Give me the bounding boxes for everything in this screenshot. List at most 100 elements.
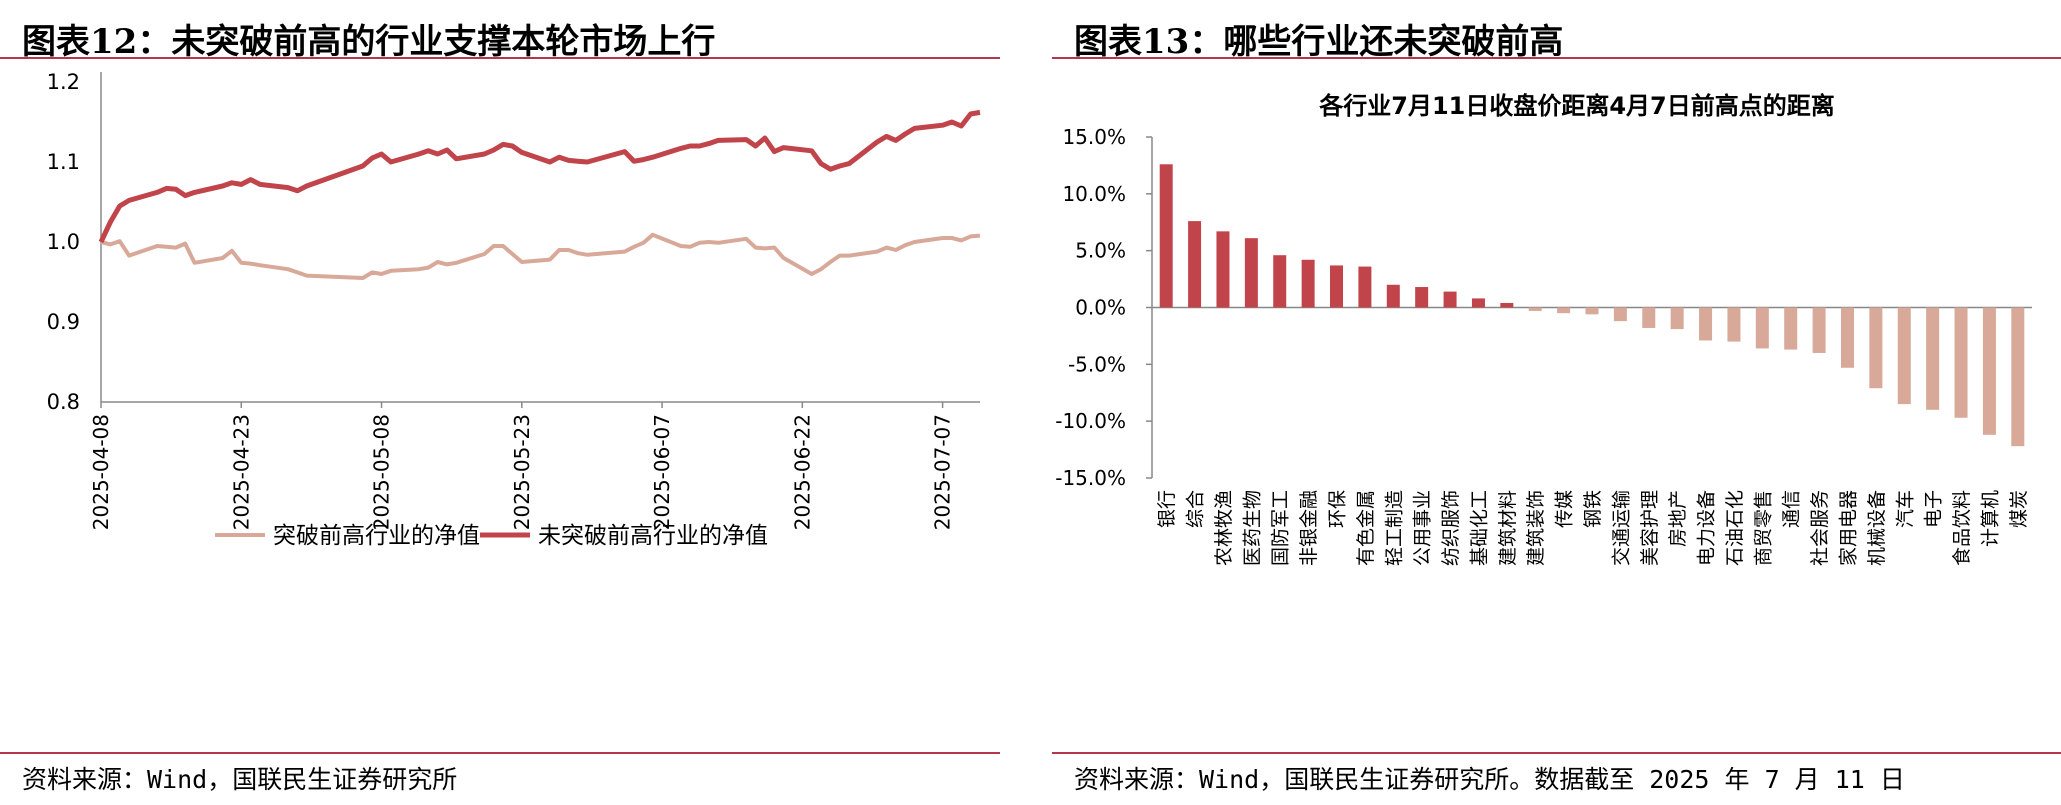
bar-建筑装饰 [1528, 307, 1542, 311]
bar-房地产 [1670, 307, 1684, 330]
bar-建筑材料 [1500, 302, 1514, 308]
series-line-breakout [100, 232, 981, 280]
category-label: 纺织服饰 [1440, 490, 1462, 566]
bar-农林牧渔 [1216, 231, 1230, 308]
series-lines [98, 109, 981, 280]
y-tick-label: 5.0% [1075, 239, 1126, 263]
axes [100, 72, 980, 408]
x-tick-label: 2025-04-23 [229, 414, 253, 530]
bars [1159, 164, 2025, 447]
bar-家用电器 [1840, 307, 1854, 368]
top-rule [0, 57, 1000, 59]
line-chart: 0.80.91.01.11.2 2025-04-08 2025-04-23 2025… [47, 70, 981, 549]
category-label: 钢铁 [1582, 490, 1604, 528]
x-tick-labels: 2025-04-08 2025-04-23 2025-05-08 2025-05-23… [89, 414, 955, 530]
category-label: 农林牧渔 [1213, 490, 1235, 566]
bar-chart-title: 各行业7月11日收盘价距离4月7日前高点的距离 [1318, 92, 1835, 120]
bar-非银金融 [1301, 259, 1315, 308]
legend-label: 未突破前高行业的净值 [538, 523, 768, 549]
category-label: 石油石化 [1724, 490, 1746, 566]
y-tick-label: 1.2 [47, 70, 80, 94]
category-label: 医药生物 [1241, 490, 1263, 566]
category-labels: 银行 综合 农林牧渔 医药生物 国防军工 非银金融 环保 有色金属 轻工制造 公用事业 纺织服饰 基础… [1156, 490, 2030, 566]
figure-12-source: 资料来源：Wind，国联民生证券研究所 [22, 765, 458, 794]
category-label: 综合 [1185, 490, 1207, 528]
category-label: 电子 [1923, 490, 1945, 528]
category-label: 通信 [1781, 490, 1803, 528]
category-label: 煤炭 [2008, 490, 2030, 528]
bar-医药生物 [1244, 238, 1258, 308]
top-rule [1052, 57, 2061, 59]
category-label: 轻工制造 [1383, 490, 1405, 566]
bar-纺织服饰 [1443, 291, 1457, 308]
category-label: 基础化工 [1468, 490, 1490, 566]
category-label: 有色金属 [1355, 490, 1377, 566]
bottom-rule [0, 752, 1000, 754]
category-label: 食品饮料 [1951, 490, 1973, 566]
bar-综合 [1188, 221, 1202, 308]
bar-商贸零售 [1755, 307, 1769, 349]
category-label: 传媒 [1554, 490, 1576, 528]
category-label: 公用事业 [1412, 490, 1434, 566]
bar-交通运输 [1613, 307, 1627, 322]
figure-13-title: 图表13：哪些行业还未突破前高 [1074, 22, 1564, 62]
category-label: 汽车 [1894, 490, 1916, 528]
category-label: 建筑材料 [1497, 490, 1519, 566]
bar-钢铁 [1585, 307, 1599, 315]
bar-社会服务 [1812, 307, 1826, 353]
bar-电子 [1926, 307, 1940, 410]
y-tick-label: 10.0% [1062, 182, 1126, 206]
bottom-rule [1052, 752, 2061, 754]
left-figure-panel: 图表12：未突破前高的行业支撑本轮市场上行 0.8 0.9 1.0 1.1 1.2 20… [0, 0, 1000, 805]
category-label: 家用电器 [1837, 490, 1859, 566]
category-label: 交通运输 [1610, 490, 1632, 566]
y-tick-label: 15.0% [1062, 125, 1126, 149]
bar-有色金属 [1358, 266, 1372, 308]
bar-国防军工 [1273, 255, 1287, 308]
bar-银行 [1159, 164, 1173, 308]
category-label: 机械设备 [1866, 490, 1888, 566]
category-label: 环保 [1327, 490, 1349, 528]
bar-公用事业 [1415, 287, 1429, 308]
bar-传媒 [1557, 307, 1571, 314]
x-tick-label: 2025-04-08 [89, 414, 113, 530]
y-tick-labels: 0.8 0.9 1.0 1.1 1.2 [47, 70, 80, 414]
category-label: 建筑装饰 [1525, 490, 1547, 566]
category-label: 国防军工 [1270, 490, 1292, 566]
y-tick-label: 1.0 [47, 230, 80, 254]
bar-chart: 各行业7月11日收盘价距离4月7日前高点的距离 15.0% 10.0% 5.0% 0.… [1055, 92, 2032, 566]
category-label: 商贸零售 [1752, 490, 1774, 566]
y-tick-label: 1.1 [47, 150, 80, 174]
bar-计算机 [1982, 307, 1996, 435]
y-tick-label: 0.0% [1075, 296, 1126, 320]
y-tick-label: 0.8 [47, 390, 80, 414]
bar-轻工制造 [1386, 284, 1400, 308]
bar-通信 [1784, 307, 1798, 350]
category-label: 美容护理 [1639, 490, 1661, 566]
y-tick-label: -15.0% [1055, 466, 1126, 490]
right-figure-panel: 图表13：哪些行业还未突破前高 各行业7月11日收盘价距离4月7日前高点的距离 … [1052, 0, 2061, 805]
bar-汽车 [1897, 307, 1911, 405]
figure-13-source: 资料来源：Wind，国联民生证券研究所。数据截至 2025 年 7 月 11 日 [1074, 765, 1905, 794]
bar-石油石化 [1727, 307, 1741, 342]
category-label: 社会服务 [1809, 490, 1831, 566]
legend: 突破前高行业的净值 未突破前高行业的净值 [215, 523, 768, 549]
y-tick-label: -10.0% [1055, 409, 1126, 433]
category-label: 非银金融 [1298, 490, 1320, 566]
x-tick-label: 2025-05-23 [510, 414, 534, 530]
bar-环保 [1330, 265, 1344, 308]
category-label: 银行 [1156, 490, 1178, 528]
x-tick-label: 2025-07-07 [931, 414, 955, 530]
bar-电力设备 [1699, 307, 1713, 341]
legend-label: 突破前高行业的净值 [273, 523, 480, 549]
x-tick-label: 2025-06-07 [650, 414, 674, 530]
y-tick-labels: 15.0% 10.0% 5.0% 0.0% -5.0% -10.0% -15.0% [1055, 125, 1126, 490]
series-line-non-breakout [98, 109, 981, 244]
y-tick-label: -5.0% [1068, 352, 1126, 376]
bar-煤炭 [2011, 307, 2025, 447]
x-tick-label: 2025-06-22 [790, 414, 814, 530]
bar-机械设备 [1869, 307, 1883, 389]
category-label: 房地产 [1667, 490, 1689, 547]
bar-基础化工 [1471, 298, 1485, 308]
x-tick-label: 2025-05-08 [370, 414, 394, 530]
